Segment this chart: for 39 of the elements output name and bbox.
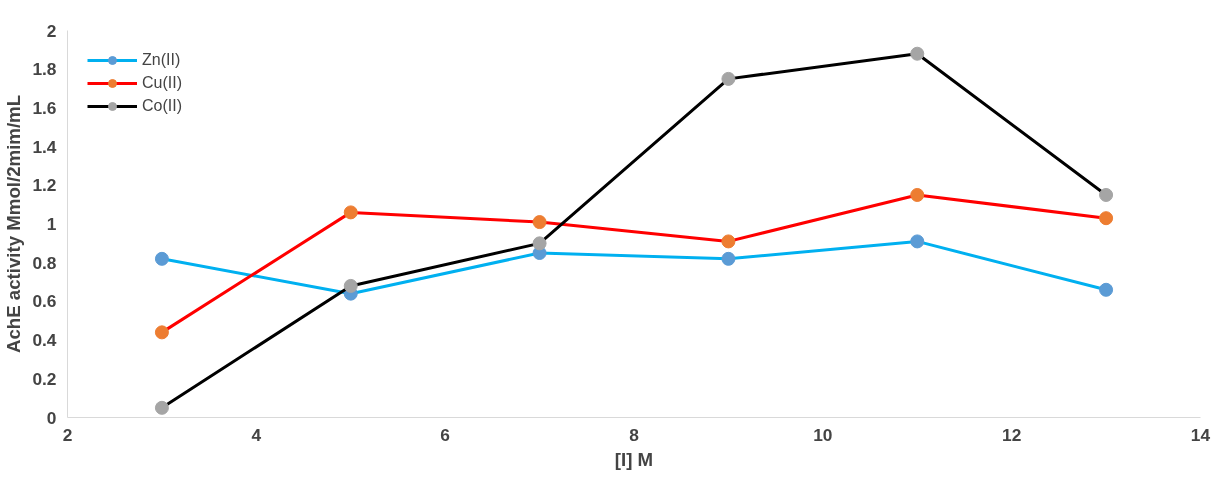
y-tick-label: 1.8 (32, 59, 57, 80)
point (910, 46, 925, 61)
x-axis-title: [I] M (614, 448, 654, 470)
point (154, 400, 169, 415)
point (1099, 282, 1114, 297)
point (721, 71, 736, 86)
point (1099, 211, 1114, 226)
y-tick-label: 2 (46, 20, 57, 41)
x-tick-label: 4 (251, 424, 262, 445)
point (343, 278, 358, 293)
x-tick-label: 12 (1002, 424, 1022, 445)
x-tick-label: 6 (440, 424, 451, 445)
y-tick-label: 0.4 (32, 330, 57, 351)
point (532, 236, 547, 251)
x-tick-label: 8 (629, 424, 640, 445)
y-tick-label: 1 (46, 214, 57, 234)
legend-label: Cu(II) (142, 74, 182, 92)
point (1099, 187, 1114, 202)
point (343, 205, 358, 220)
y-tick-label: 1.2 (32, 175, 57, 196)
point (910, 234, 925, 249)
point (721, 234, 736, 249)
x-tick-label: 10 (813, 424, 833, 445)
y-tick-label: 1.6 (32, 97, 57, 118)
point (532, 215, 547, 230)
point (721, 251, 736, 266)
x-tick-label: 2 (62, 424, 73, 445)
x-tick-label: 14 (1190, 424, 1211, 445)
y-tick-label: 0.8 (32, 252, 57, 273)
point (154, 325, 169, 340)
point (154, 251, 169, 266)
legend-label: Co(II) (142, 97, 182, 115)
y-axis-title: AchE activity Mmol/2mim/mL (3, 94, 25, 354)
y-tick-label: 0 (46, 407, 57, 428)
legend-label: Zn(II) (142, 51, 181, 69)
y-tick-label: 1.4 (32, 136, 57, 157)
y-tick-label: 0.2 (32, 368, 57, 389)
y-tick-label: 0.6 (32, 291, 57, 312)
point (910, 187, 925, 202)
